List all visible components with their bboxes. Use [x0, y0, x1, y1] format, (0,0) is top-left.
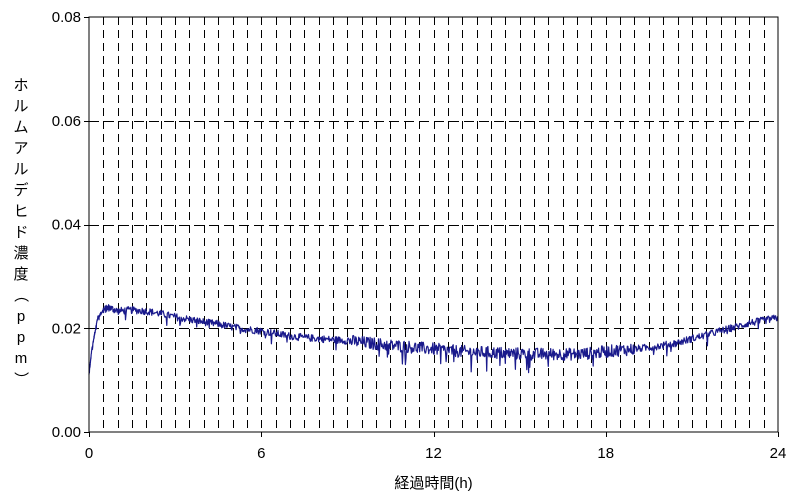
y-axis-title-char: ア — [13, 140, 28, 157]
x-tick-label: 0 — [85, 445, 93, 462]
series-line — [88, 304, 779, 375]
y-tick-label: 0.06 — [52, 113, 81, 130]
plot-area-frame — [88, 16, 779, 433]
x-tick-label: 6 — [257, 445, 265, 462]
y-axis-title-char: ム — [13, 119, 28, 136]
x-tick-label: 24 — [770, 445, 787, 462]
y-axis-title-char: ド — [13, 224, 28, 241]
y-axis-title-char: p — [17, 329, 25, 346]
x-tick-label: 12 — [425, 445, 442, 462]
axes: 0.00 0.02 0.04 0.06 0.08 0 6 12 18 24 — [52, 9, 787, 462]
x-axis-title: 経過時間(h) — [394, 475, 472, 492]
y-axis-title-char: 度 — [13, 266, 28, 283]
y-axis-title-char: ホ — [13, 77, 28, 94]
y-axis-title-char: （ — [12, 287, 29, 302]
y-tick-label: 0.04 — [52, 217, 81, 234]
series-group — [88, 304, 779, 375]
x-tick-label: 18 — [597, 445, 614, 462]
y-tick-label: 0.08 — [52, 9, 81, 26]
y-tick-label: 0.00 — [52, 424, 81, 441]
y-tick-label: 0.02 — [52, 320, 81, 337]
y-axis-title-char: 濃 — [13, 245, 28, 262]
y-axis-title-char: ル — [13, 161, 28, 178]
y-axis-title-char: ） — [12, 371, 29, 386]
y-axis-title-char: p — [17, 308, 25, 325]
y-axis-title-char: m — [15, 350, 28, 367]
y-axis-title-char: ヒ — [13, 203, 28, 220]
y-axis-title-char: ル — [13, 98, 28, 115]
y-axis-title-char: デ — [13, 181, 28, 199]
